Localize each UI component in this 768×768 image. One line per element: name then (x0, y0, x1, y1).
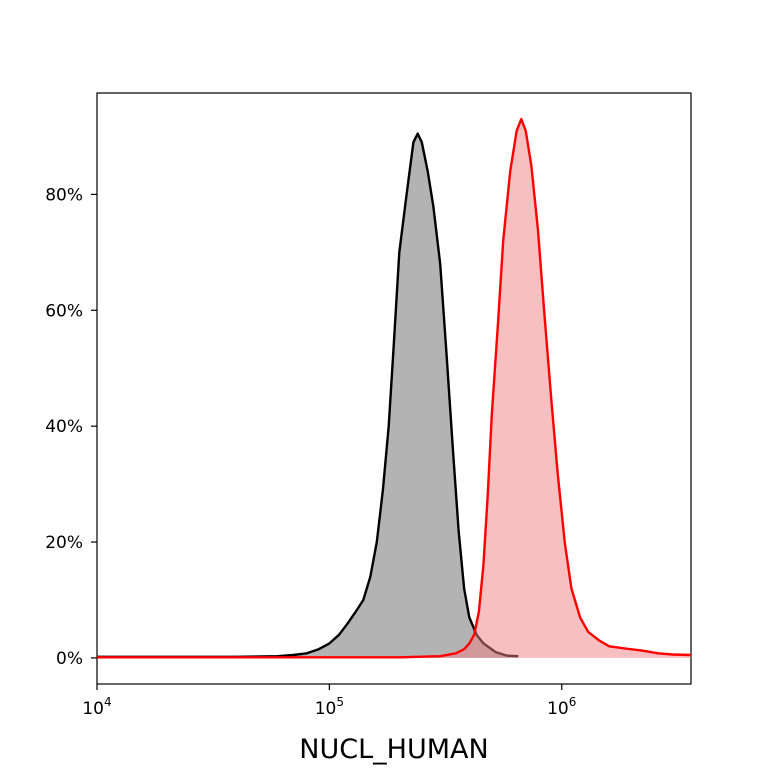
y-tick-label: 40% (45, 417, 83, 437)
x-tick-label-exponent: 5 (336, 695, 344, 709)
x-tick-label-base: 10 (82, 699, 104, 719)
x-tick: 105 (315, 684, 344, 719)
y-tick: 60% (45, 301, 97, 321)
series-layer (97, 117, 692, 659)
x-tick: 106 (547, 684, 576, 719)
x-axis-ticks: 104 105 106 (82, 684, 576, 719)
y-tick-label: 20% (45, 533, 83, 553)
y-tick-label: 60% (45, 301, 83, 321)
x-tick-label: 106 (547, 695, 576, 719)
x-tick-label-exponent: 6 (569, 695, 577, 709)
y-tick-label: 80% (45, 185, 83, 205)
series-1 (97, 132, 519, 658)
x-tick-label-exponent: 4 (104, 695, 112, 709)
series-1-area (97, 133, 519, 658)
series-2 (97, 117, 692, 659)
series-2-area (97, 119, 691, 658)
y-axis-ticks: 0% 20% 40% 60% 80% (45, 185, 97, 669)
series-2-line (97, 117, 692, 659)
x-axis-label: NUCL_HUMAN (299, 734, 488, 765)
x-tick-label-base: 10 (315, 699, 337, 719)
plot-area: 104 105 106 0%20%40%60%80% (45, 92, 692, 719)
x-tick-label-base: 10 (547, 699, 569, 719)
y-tick: 80% (45, 185, 97, 205)
y-tick: 40% (45, 417, 97, 437)
series-1-line (97, 132, 519, 658)
x-tick-label: 105 (315, 695, 344, 719)
plot-frame (96, 92, 692, 685)
x-tick: 104 (82, 684, 112, 719)
y-tick-label: 0% (56, 649, 83, 669)
y-tick: 20% (45, 533, 97, 553)
y-tick: 0% (56, 649, 97, 669)
x-tick-label: 104 (82, 695, 111, 719)
